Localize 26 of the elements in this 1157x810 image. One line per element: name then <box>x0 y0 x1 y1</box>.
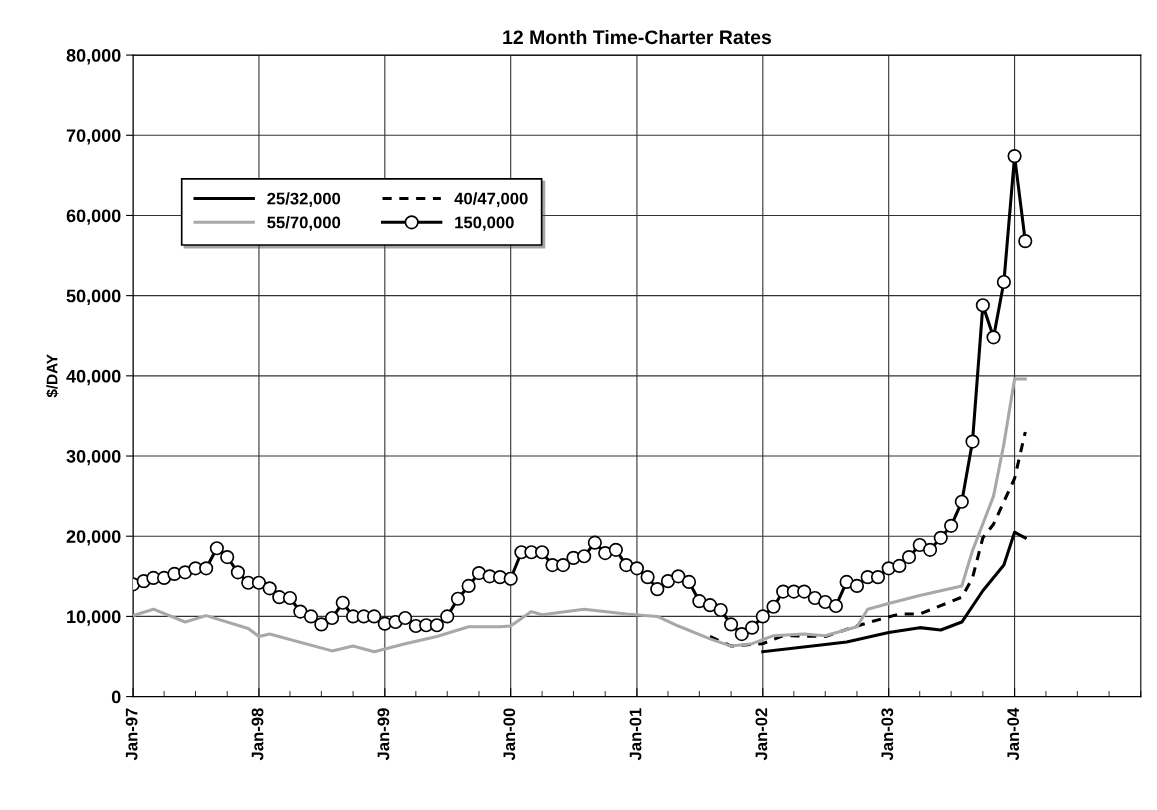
line-series <box>708 430 1027 648</box>
x-tick-label: Jan-04 <box>1007 707 1020 761</box>
y-axis-title: $/DAY <box>45 354 59 398</box>
y-tick-label: 80,000 <box>66 49 121 65</box>
x-tick-label: Jan-03 <box>881 708 894 761</box>
y-tick-label: 70,000 <box>66 129 121 145</box>
legend-label: 150,000 <box>455 216 514 231</box>
y-tick-label: 40,000 <box>66 369 121 386</box>
y-tick-label: 50,000 <box>66 289 121 305</box>
legend-label: 40/47,000 <box>454 192 528 207</box>
y-tick-label: 60,000 <box>66 209 121 225</box>
y-tick-label: 0 <box>111 690 121 704</box>
line-series <box>761 530 1027 654</box>
x-tick-label: Jan-97 <box>125 708 138 761</box>
x-tick-label: Jan-99 <box>377 708 390 761</box>
legend-label: 25/32,000 <box>267 192 341 207</box>
x-tick-label: Jan-00 <box>503 708 516 761</box>
y-tick-label: 10,000 <box>67 610 121 626</box>
x-tick-label: Jan-02 <box>755 708 768 761</box>
legend-label: 55/70,000 <box>267 216 341 231</box>
chart-title: 12 Month Time-Charter Rates <box>503 29 772 45</box>
y-tick-label: 20,000 <box>66 530 121 546</box>
line-series <box>133 377 1027 654</box>
y-tick-label: 30,000 <box>66 449 121 466</box>
x-tick-label: Jan-98 <box>251 708 264 761</box>
x-tick-label: Jan-01 <box>629 708 642 761</box>
